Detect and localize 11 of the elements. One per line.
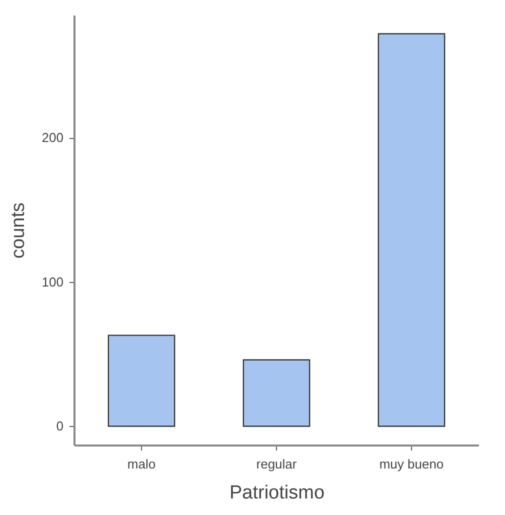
x-tick-label: muy bueno [379, 456, 444, 472]
y-tick-label: 100 [42, 274, 64, 290]
bar [108, 334, 176, 427]
x-axis-title: Patriotismo [229, 482, 325, 504]
x-tick-label: regular [256, 456, 298, 472]
x-tick-label: malo [127, 456, 156, 472]
y-tick-label: 200 [42, 130, 64, 146]
y-axis-title: counts [8, 202, 29, 258]
bar [378, 33, 446, 427]
y-tick-label: 0 [56, 418, 64, 434]
bar [242, 359, 310, 427]
